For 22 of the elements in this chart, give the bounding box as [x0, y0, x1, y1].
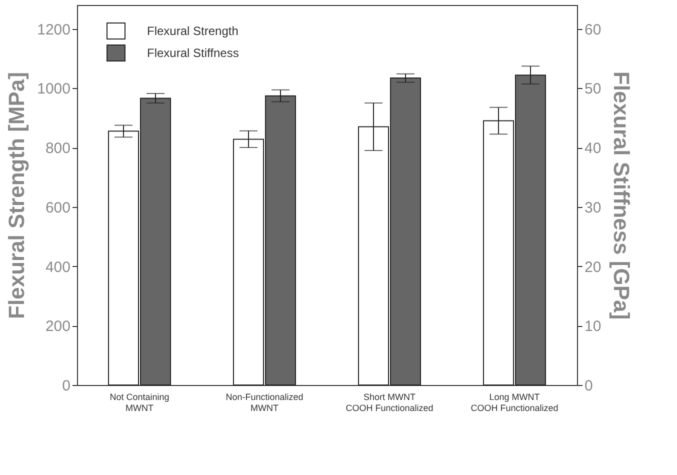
legend-label: Flexural Stiffness: [147, 46, 239, 60]
y-axis-title: Flexural Strength [MPa]: [4, 72, 30, 319]
y2-axis-title: Flexural Stiffness [GPa]: [609, 71, 634, 320]
y2-tick-label: 10: [584, 318, 602, 336]
legend-label: Flexural Strength: [147, 24, 238, 38]
y2-tick-label: 40: [584, 140, 602, 157]
y-tick-label: 400: [45, 258, 70, 276]
y2-tick-label: 20: [584, 258, 602, 276]
x-tick-label: Long MWNT COOH Functionalized: [470, 392, 558, 413]
y-tick-label: 0: [62, 378, 70, 394]
y-tick-label: 200: [45, 318, 70, 336]
y-tick-label: 800: [45, 140, 70, 157]
y2-tick-label: 0: [584, 378, 593, 394]
y-tick-label: 600: [45, 199, 70, 216]
y2-tick-label: 60: [584, 21, 602, 38]
x-tick-label: Not Containing MWNT: [110, 392, 170, 413]
y2-tick-label: 50: [584, 80, 602, 98]
y2-tick-label: 30: [584, 199, 602, 216]
y-tick-label: 1200: [37, 21, 70, 38]
x-tick-label: Non-Functionalized MWNT: [226, 392, 304, 413]
x-tick-label: Short MWNT COOH Functionalized: [346, 392, 434, 413]
y-tick-label: 1000: [37, 80, 70, 98]
